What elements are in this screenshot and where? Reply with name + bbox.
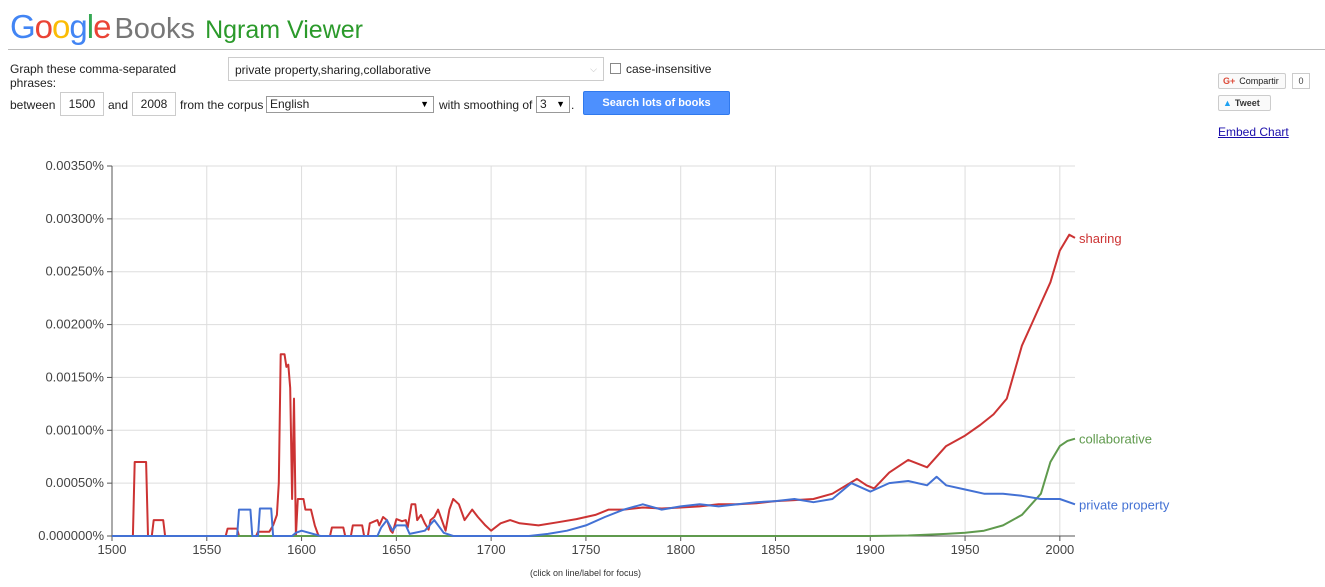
books-wordmark: Books xyxy=(114,13,196,45)
header-divider xyxy=(8,49,1325,50)
start-year-input[interactable]: 1500 xyxy=(60,92,104,116)
y-tick-label: 0.00150% xyxy=(45,369,104,384)
x-tick-label: 1650 xyxy=(382,542,411,557)
smoothing-suffix: . xyxy=(571,98,575,112)
phrases-input-value: private property,sharing,collaborative xyxy=(235,63,431,77)
dropdown-arrow-icon: ▼ xyxy=(556,99,565,109)
case-insensitive-label[interactable]: case-insensitive xyxy=(626,62,712,76)
series-line-sharing[interactable] xyxy=(112,233,1076,537)
google-letter: g xyxy=(69,8,87,45)
x-tick-label: 1700 xyxy=(477,542,506,557)
corpus-select[interactable]: English ▼ xyxy=(266,96,434,113)
google-letter: e xyxy=(93,8,111,45)
google-letter: o xyxy=(52,8,70,45)
y-tick-label: 0.00200% xyxy=(45,317,104,332)
y-tick-label: 0.00250% xyxy=(45,264,104,279)
google-books-logo[interactable]: Google Books Ngram Viewer xyxy=(10,8,363,48)
x-tick-label: 1850 xyxy=(761,542,790,557)
y-tick-label: 0.00050% xyxy=(45,475,104,490)
smoothing-select-value: 3 xyxy=(540,97,547,111)
tweet-label: Tweet xyxy=(1234,98,1260,108)
x-tick-label: 1900 xyxy=(856,542,885,557)
tweet-button[interactable]: ▲ Tweet xyxy=(1218,95,1271,111)
series-label-private-property[interactable]: private property xyxy=(1079,497,1170,512)
y-tick-label: 0.00300% xyxy=(45,211,104,226)
phrases-label: Graph these comma-separated xyxy=(10,62,177,76)
case-insensitive-checkbox[interactable] xyxy=(610,63,621,74)
google-letter: G xyxy=(10,8,36,45)
x-tick-label: 1950 xyxy=(951,542,980,557)
x-tick-label: 1600 xyxy=(287,542,316,557)
google-letter: o xyxy=(34,8,53,45)
share-label: Compartir xyxy=(1239,76,1279,86)
x-tick-label: 2000 xyxy=(1045,542,1074,557)
x-tick-label: 1550 xyxy=(192,542,221,557)
series-label-sharing[interactable]: sharing xyxy=(1079,231,1122,246)
dropdown-arrow-icon: ▼ xyxy=(420,99,429,109)
x-tick-label: 1500 xyxy=(98,542,127,557)
search-button[interactable]: Search lots of books xyxy=(583,91,730,115)
and-label: and xyxy=(108,98,129,112)
corpus-label: from the corpus xyxy=(180,98,264,112)
share-count: 0 xyxy=(1292,73,1310,89)
twitter-bird-icon: ▲ xyxy=(1223,98,1232,108)
y-tick-label: 0.00350% xyxy=(45,158,104,173)
end-year-input[interactable]: 2008 xyxy=(132,92,176,116)
x-tick-label: 1800 xyxy=(666,542,695,557)
phrases-input[interactable]: private property,sharing,collaborative ⌵ xyxy=(228,57,604,81)
y-tick-label: 0.000000% xyxy=(38,528,104,543)
phrases-label-2: phrases: xyxy=(10,76,57,90)
google-letter: l xyxy=(86,8,94,45)
google-wordmark: Google xyxy=(10,8,111,45)
between-label: between xyxy=(10,98,56,112)
chart-hint: (click on line/label for focus) xyxy=(530,568,642,578)
series-line-collaborative[interactable] xyxy=(112,437,1076,537)
smoothing-label: with smoothing of xyxy=(439,98,533,112)
x-tick-label: 1750 xyxy=(571,542,600,557)
smoothing-select[interactable]: 3 ▼ xyxy=(536,96,570,113)
series-label-collaborative[interactable]: collaborative xyxy=(1079,432,1152,447)
gplus-icon: G+ xyxy=(1223,76,1236,86)
series-line-private-property[interactable] xyxy=(112,475,1076,537)
ngram-chart[interactable]: 0.000000% 0.00050% 0.00100% 0.00150% 0.00200… xyxy=(0,150,1325,570)
ngram-viewer-title: Ngram Viewer xyxy=(205,16,363,44)
embed-chart-link[interactable]: Embed Chart xyxy=(1218,125,1289,139)
y-tick-label: 0.00100% xyxy=(45,422,104,437)
corpus-select-value: English xyxy=(270,97,310,111)
chevron-down-icon[interactable]: ⌵ xyxy=(590,64,597,74)
share-gplus-button[interactable]: G+ Compartir xyxy=(1218,73,1286,89)
